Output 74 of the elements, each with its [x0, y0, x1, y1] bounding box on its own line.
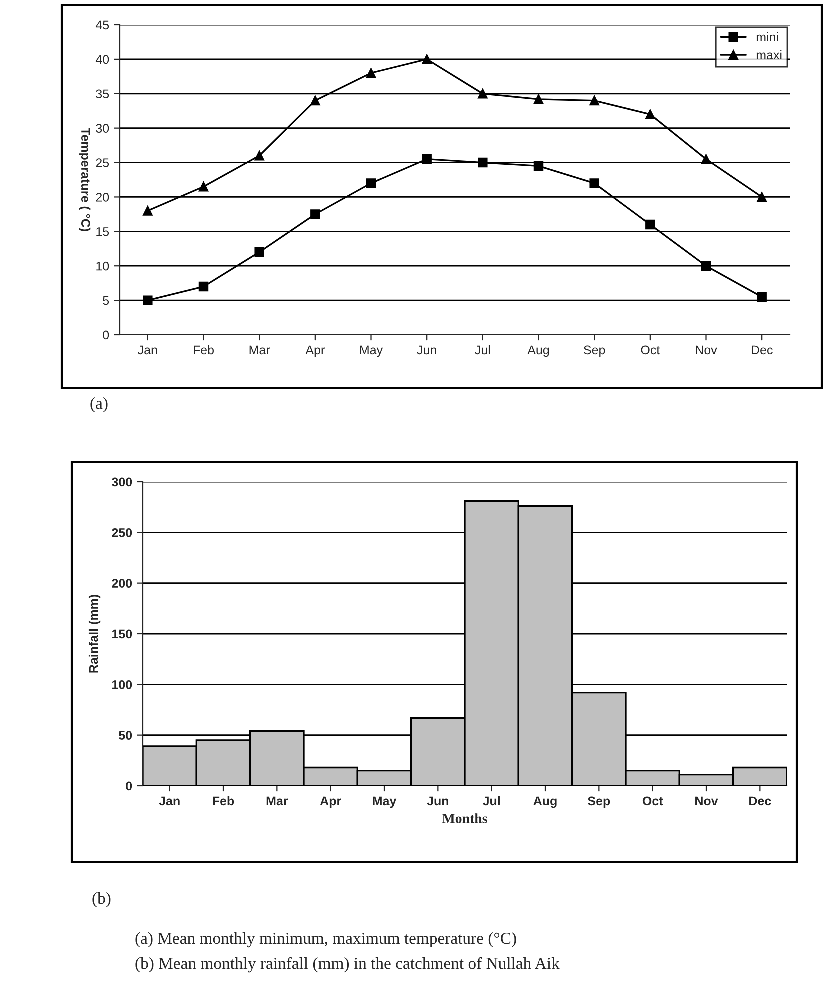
- y-tick-label: 35: [96, 90, 110, 99]
- x-tick-label: Dec: [752, 346, 773, 355]
- x-tick-label: Sep: [584, 346, 606, 358]
- point: [366, 178, 376, 188]
- point: [701, 261, 712, 271]
- x-tick-label: Sep: [588, 796, 610, 808]
- y-tick-label: 15: [96, 228, 110, 236]
- point: [534, 94, 544, 104]
- y-tick-label: 300: [112, 478, 132, 487]
- x-tick-label: May: [360, 346, 384, 358]
- y-axis-title: Temperature ( °C): [79, 128, 91, 232]
- y-tick-label: 40: [96, 55, 110, 64]
- x-tick-label: Aug: [534, 796, 557, 808]
- y-tick-label: 50: [119, 731, 132, 740]
- y-tick-label: 10: [96, 262, 110, 271]
- x-tick-label: May: [373, 796, 397, 808]
- y-axis-title: Rainfall (mm): [88, 595, 101, 673]
- x-tick-label: Aug: [528, 346, 550, 358]
- x-tick-label: Nov: [696, 346, 718, 355]
- x-tick-label: Nov: [696, 796, 718, 806]
- text: (b): [92, 892, 111, 908]
- point: [143, 296, 153, 306]
- point: [422, 154, 432, 164]
- x-tick-label: Oct: [642, 796, 664, 806]
- text: (b) Mean monthly rainfall (mm) in the catchment of Nullah Aik: [136, 957, 560, 973]
- y-tick-label: 200: [112, 579, 132, 588]
- point: [366, 68, 376, 78]
- x-tick-label: Dec: [750, 796, 772, 806]
- x-tick-label: Jun: [427, 796, 449, 806]
- x-tick-label: Apr: [320, 796, 342, 808]
- x-tick-label: Jul: [475, 345, 490, 355]
- text: (a) Mean monthly minimum, maximum temperature (°C): [136, 932, 516, 948]
- point: [198, 182, 209, 192]
- point: [254, 247, 264, 258]
- point: [143, 206, 153, 216]
- x-tick-label: Jan: [138, 346, 158, 355]
- point: [534, 161, 544, 172]
- y-tick-label: 20: [96, 193, 110, 202]
- x-tick-label: Mar: [250, 346, 270, 355]
- x-tick-label: Oct: [641, 346, 660, 355]
- y-tick-label: 100: [112, 680, 132, 690]
- y-tick-label: 0: [126, 782, 132, 791]
- x-tick-label: Mar: [266, 796, 288, 806]
- x-tick-label: Feb: [194, 345, 214, 355]
- point: [310, 96, 320, 106]
- point: [478, 89, 488, 99]
- point: [310, 210, 320, 220]
- point: [254, 151, 264, 161]
- y-tick-label: 0: [103, 330, 110, 340]
- legend-label: maxi: [756, 50, 782, 60]
- y-tick-label: 5: [103, 296, 110, 306]
- x-tick-label: Jan: [159, 796, 180, 806]
- x-tick-label: Jul: [482, 796, 500, 806]
- point: [757, 292, 767, 302]
- x-tick-label: Jun: [417, 346, 436, 355]
- point: [646, 110, 656, 120]
- x-axis-title: Months: [442, 814, 488, 824]
- point: [198, 282, 209, 292]
- point: [646, 220, 656, 230]
- y-tick-label: 30: [96, 124, 110, 133]
- point: [701, 154, 712, 164]
- point: [590, 96, 600, 106]
- point: [590, 178, 600, 188]
- text: (a): [90, 397, 108, 413]
- point: [757, 192, 767, 202]
- point: [422, 54, 432, 64]
- y-tick-label: 150: [112, 630, 132, 639]
- y-tick-label: 250: [112, 528, 132, 538]
- point: [478, 158, 488, 168]
- x-tick-label: Feb: [213, 796, 234, 806]
- x-tick-label: Apr: [306, 346, 325, 358]
- y-tick-label: 25: [96, 158, 110, 168]
- legend-label: mini: [756, 32, 778, 42]
- y-tick-label: 45: [96, 20, 110, 30]
